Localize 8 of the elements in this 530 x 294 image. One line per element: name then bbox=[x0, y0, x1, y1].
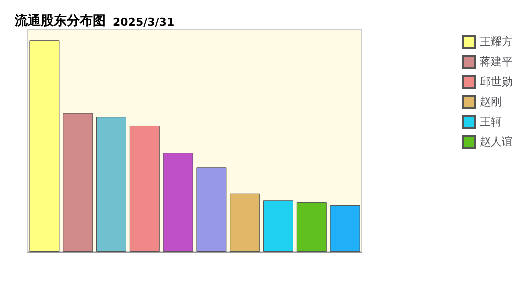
chart-subtitle: 2025/3/31 bbox=[113, 16, 175, 29]
legend-label: 赵刚 bbox=[480, 96, 502, 108]
legend-label: 赵人谊 bbox=[480, 136, 513, 148]
legend-label: 蒋建平 bbox=[480, 56, 513, 68]
legend-label: 邱世勋 bbox=[480, 76, 513, 88]
chart-title: 流通股东分布图 bbox=[14, 13, 106, 29]
legend-label: 王耀方 bbox=[480, 36, 513, 48]
legend-label: 王轲 bbox=[480, 116, 502, 128]
